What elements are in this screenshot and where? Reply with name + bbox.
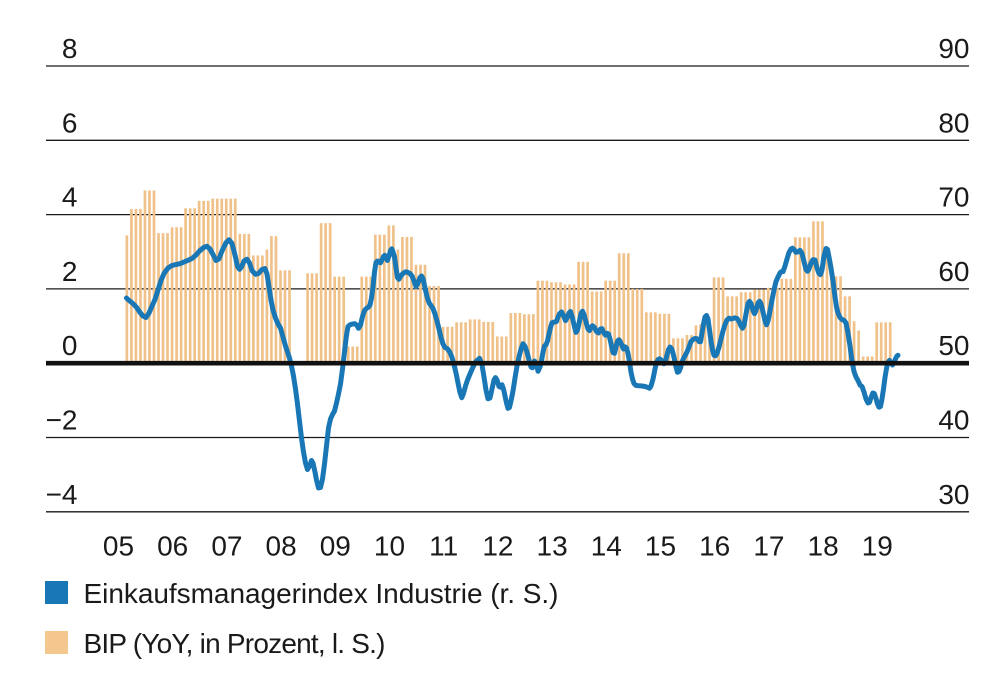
svg-text:60: 60 <box>938 256 969 287</box>
svg-text:12: 12 <box>482 531 513 562</box>
svg-text:BIP (YoY, in Prozent, l. S.): BIP (YoY, in Prozent, l. S.) <box>84 628 386 659</box>
svg-text:10: 10 <box>374 531 405 562</box>
svg-text:−4: −4 <box>46 479 78 510</box>
svg-text:50: 50 <box>938 330 969 361</box>
svg-text:11: 11 <box>429 531 458 562</box>
svg-text:8: 8 <box>62 33 78 64</box>
svg-text:17: 17 <box>753 531 784 562</box>
svg-text:14: 14 <box>591 531 622 562</box>
svg-text:08: 08 <box>266 531 297 562</box>
svg-text:40: 40 <box>938 405 969 436</box>
svg-text:Einkaufsmanagerindex Industrie: Einkaufsmanagerindex Industrie (r. S.) <box>84 578 559 609</box>
svg-text:0: 0 <box>62 330 78 361</box>
svg-text:80: 80 <box>938 107 969 138</box>
svg-text:90: 90 <box>938 33 969 64</box>
svg-text:13: 13 <box>537 531 568 562</box>
svg-text:4: 4 <box>62 182 78 213</box>
svg-text:70: 70 <box>938 182 969 213</box>
svg-text:06: 06 <box>157 531 188 562</box>
svg-text:−2: −2 <box>46 405 78 436</box>
svg-text:18: 18 <box>808 531 839 562</box>
svg-text:16: 16 <box>699 531 730 562</box>
svg-text:05: 05 <box>103 531 134 562</box>
svg-text:19: 19 <box>862 531 893 562</box>
svg-text:6: 6 <box>62 107 78 138</box>
svg-text:07: 07 <box>211 531 242 562</box>
svg-text:09: 09 <box>320 531 351 562</box>
svg-text:30: 30 <box>938 479 969 510</box>
svg-text:2: 2 <box>62 256 78 287</box>
svg-text:15: 15 <box>645 531 676 562</box>
